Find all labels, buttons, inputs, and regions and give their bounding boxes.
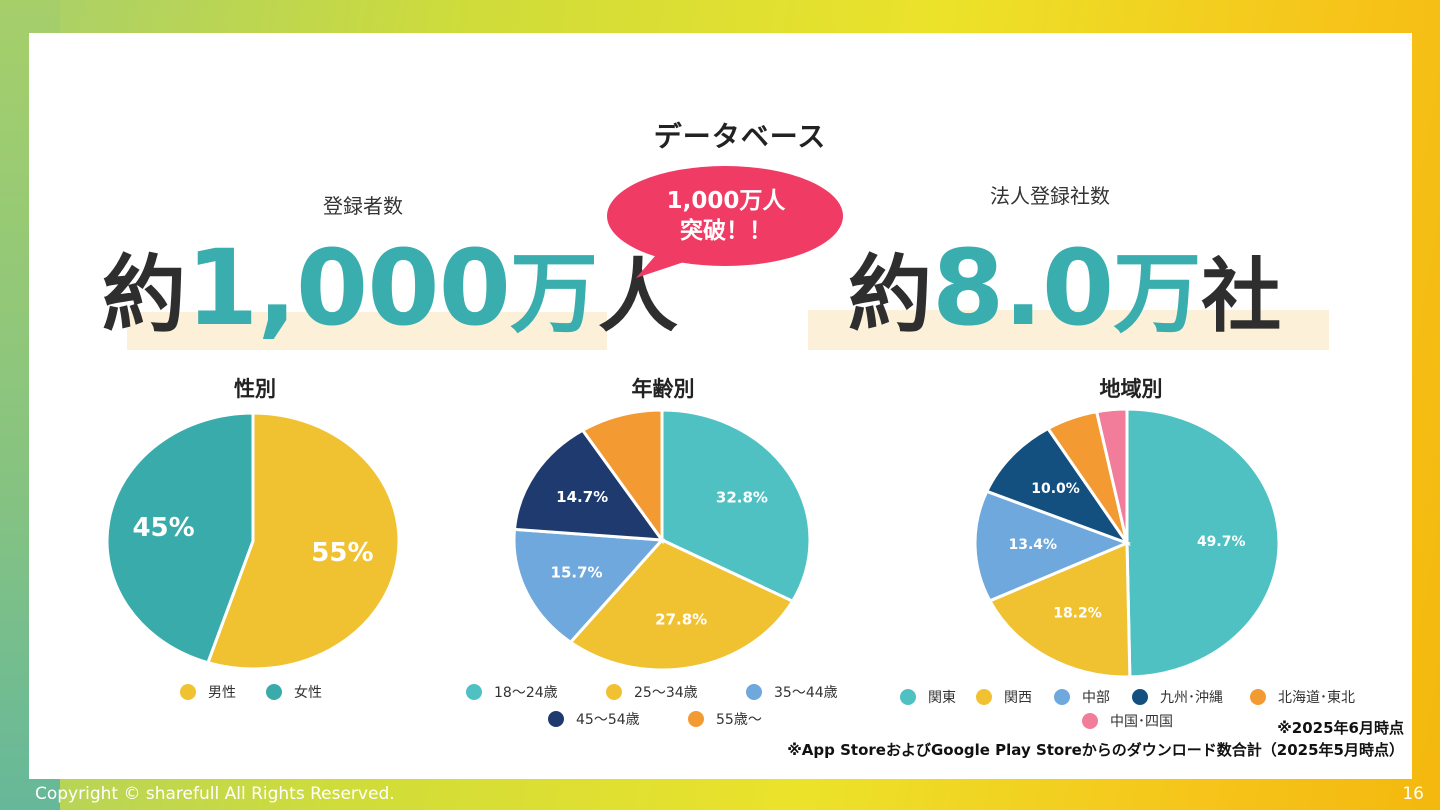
chart-title-region: 地域別 xyxy=(1099,377,1163,401)
registrants-unit2: 人 xyxy=(598,250,678,343)
legend-dot-icon xyxy=(1054,689,1070,705)
registrants-highlight xyxy=(127,312,607,350)
legend-label: 九州･沖縄 xyxy=(1160,690,1223,706)
legend-dot-icon xyxy=(180,684,196,700)
registrants-unit1: 万 xyxy=(509,242,598,345)
pie-slice-gender-0 xyxy=(205,411,401,671)
pie-slice-age-3 xyxy=(512,428,666,542)
legend-item-gender-1: 女性 xyxy=(266,682,322,702)
legend-label: 北海道･東北 xyxy=(1278,690,1355,706)
legend-item-age-1: 25～34歳 xyxy=(606,682,698,702)
chart-title-gender: 性別 xyxy=(234,377,276,401)
corporations-unit2: 社 xyxy=(1201,250,1282,343)
bubble-line1: 1,000万人 xyxy=(666,188,786,214)
legend-label: 関西 xyxy=(1004,690,1032,706)
pie-slice-region-3 xyxy=(984,426,1131,547)
legend-dot-icon xyxy=(746,684,762,700)
legend-label: 35～44歳 xyxy=(774,685,838,701)
pie-label-age-0: 32.8% xyxy=(716,488,768,506)
pie-slice-gender-1 xyxy=(105,411,255,665)
corporations-label: 法人登録社数 xyxy=(990,184,1110,208)
registrants-prefix: 約 xyxy=(102,246,187,344)
legend-label: 45～54歳 xyxy=(576,712,640,728)
legend-label: 女性 xyxy=(294,685,322,701)
chart-title-age: 年齢別 xyxy=(631,377,695,401)
legend-item-region-2: 中部 xyxy=(1054,687,1110,707)
legend-dot-icon xyxy=(900,689,916,705)
pie-slice-age-4 xyxy=(580,408,664,545)
legend-dot-icon xyxy=(976,689,992,705)
legend-item-gender-0: 男性 xyxy=(180,682,236,702)
pie-label-age-3: 14.7% xyxy=(556,488,608,506)
legend-dot-icon xyxy=(606,684,622,700)
corporations-number: 8.0 xyxy=(932,227,1114,349)
legend-item-region-3: 九州･沖縄 xyxy=(1132,687,1223,707)
registrants-number: 1,000 xyxy=(186,227,511,349)
legend-dot-icon xyxy=(466,684,482,700)
page-title: データベース xyxy=(653,120,827,153)
pie-slice-region-0 xyxy=(1125,407,1281,679)
registrants-value: 約1,000万人 xyxy=(102,236,678,340)
pie-label-region-2: 13.4% xyxy=(1009,537,1058,553)
legend-dot-icon xyxy=(1132,689,1148,705)
bubble-text: 1,000万人 突破！！ xyxy=(608,186,844,246)
pie-label-age-2: 15.7% xyxy=(551,563,603,581)
legend-item-age-4: 55歳～ xyxy=(688,709,762,729)
legend-item-region-0: 関東 xyxy=(900,687,956,707)
pie-slice-age-0 xyxy=(660,408,812,604)
corporations-prefix: 約 xyxy=(848,246,933,344)
pie-label-gender-1: 45% xyxy=(132,513,194,543)
pie-label-gender-0: 55% xyxy=(311,538,373,568)
legend-dot-icon xyxy=(266,684,282,700)
legend-label: 中国･四国 xyxy=(1110,714,1173,730)
legend-label: 男性 xyxy=(208,685,236,701)
legend-label: 関東 xyxy=(928,690,956,706)
corporations-unit1: 万 xyxy=(1113,242,1202,345)
legend-dot-icon xyxy=(688,711,704,727)
legend-label: 18～24歳 xyxy=(494,685,558,701)
bubble-line2: 突破！！ xyxy=(680,218,772,244)
legend-item-age-2: 35～44歳 xyxy=(746,682,838,702)
legend-item-region-5: 中国･四国 xyxy=(1082,711,1173,731)
legend-item-age-0: 18～24歳 xyxy=(466,682,558,702)
pie-label-region-0: 49.7% xyxy=(1197,534,1246,550)
date-note: ※2025年6月時点 xyxy=(1277,719,1404,737)
legend-item-region-4: 北海道･東北 xyxy=(1250,687,1355,707)
legend-label: 中部 xyxy=(1082,690,1110,706)
registrants-label: 登録者数 xyxy=(323,194,403,218)
copyright: Copyright © sharefull All Rights Reserve… xyxy=(35,784,395,804)
legend-dot-icon xyxy=(548,711,564,727)
pie-label-region-3: 10.0% xyxy=(1031,481,1080,497)
pie-slice-region-2 xyxy=(973,489,1132,603)
page-number: 16 xyxy=(1402,784,1424,804)
legend-item-region-1: 関西 xyxy=(976,687,1032,707)
pie-slice-region-1 xyxy=(987,540,1132,679)
legend-label: 55歳～ xyxy=(716,712,762,728)
pie-slice-age-1 xyxy=(568,538,795,672)
corporations-highlight xyxy=(808,310,1329,350)
legend-label: 25～34歳 xyxy=(634,685,698,701)
legend-dot-icon xyxy=(1250,689,1266,705)
pie-label-region-1: 18.2% xyxy=(1053,606,1102,622)
pie-slice-age-2 xyxy=(512,527,666,645)
legend-item-age-3: 45～54歳 xyxy=(548,709,640,729)
corporations-value: 約8.0万社 xyxy=(848,236,1281,340)
speech-bubble xyxy=(607,166,843,278)
source-note: ※App StoreおよびGoogle Play Storeからのダウンロード数… xyxy=(787,741,1404,759)
pie-label-age-1: 27.8% xyxy=(655,611,707,629)
pie-slice-region-5 xyxy=(1094,407,1129,544)
legend-dot-icon xyxy=(1082,713,1098,729)
